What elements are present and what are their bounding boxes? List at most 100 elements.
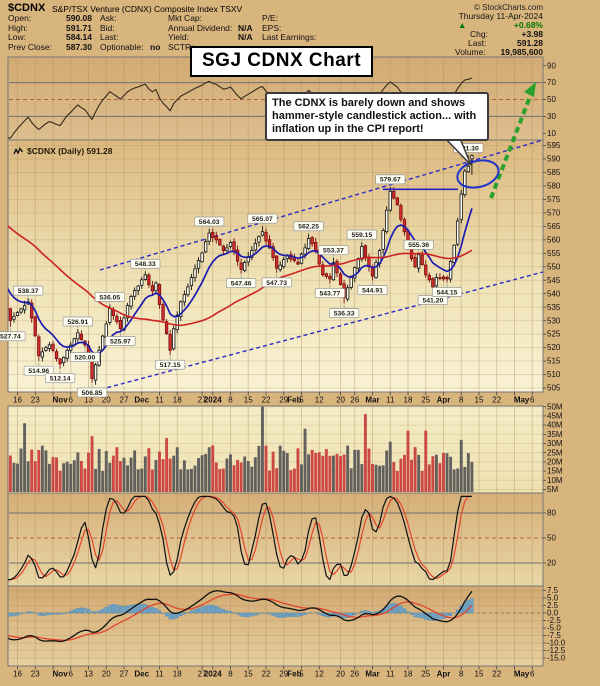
svg-text:5: 5: [299, 669, 304, 678]
svg-text:548.33: 548.33: [135, 261, 156, 268]
optionable-value: no: [150, 42, 160, 52]
svg-text:8: 8: [459, 669, 464, 678]
svg-text:564.03: 564.03: [199, 219, 220, 226]
stockcharts-logo-icon: [13, 147, 24, 156]
svg-text:22: 22: [492, 395, 501, 404]
svg-text:526.91: 526.91: [67, 319, 88, 326]
low-value: 584.14: [40, 32, 92, 42]
svg-text:525: 525: [547, 330, 561, 339]
svg-text:506.85: 506.85: [82, 390, 103, 397]
svg-text:15: 15: [244, 395, 253, 404]
svg-text:580: 580: [547, 182, 561, 191]
svg-text:520: 520: [547, 343, 561, 352]
svg-text:May: May: [514, 395, 530, 404]
volume-value: 19,985,600: [490, 47, 543, 57]
yield-value: N/A: [238, 32, 253, 42]
svg-text:50: 50: [547, 95, 556, 104]
open-label: Open:: [8, 13, 31, 23]
svg-text:20: 20: [547, 559, 556, 568]
chart-title: SGJ CDNX Chart: [202, 50, 361, 71]
yield-label: Yield:: [168, 32, 189, 42]
svg-text:517.15: 517.15: [160, 362, 181, 369]
svg-text:11: 11: [155, 395, 164, 404]
bid-label: Bid:: [100, 23, 115, 33]
svg-text:16: 16: [13, 669, 22, 678]
svg-text:13: 13: [84, 669, 93, 678]
svg-text:547.46: 547.46: [231, 281, 252, 288]
callout-text: The CDNX is barely down and shows hammer…: [272, 97, 476, 135]
svg-text:90: 90: [547, 61, 556, 70]
svg-text:Apr: Apr: [437, 669, 451, 678]
svg-text:2024: 2024: [204, 669, 222, 678]
svg-text:20: 20: [102, 669, 111, 678]
svg-text:2024: 2024: [204, 395, 222, 404]
svg-text:510: 510: [547, 370, 561, 379]
svg-text:525.97: 525.97: [110, 338, 131, 345]
prev-close-label: Prev Close:: [8, 42, 52, 52]
svg-text:30M: 30M: [547, 439, 563, 448]
svg-text:6: 6: [530, 395, 535, 404]
svg-text:585: 585: [547, 168, 561, 177]
svg-text:70: 70: [547, 78, 556, 87]
svg-text:536.33: 536.33: [334, 310, 355, 317]
eps-label: EPS:: [262, 23, 281, 33]
svg-text:26: 26: [350, 395, 359, 404]
svg-text:590: 590: [547, 155, 561, 164]
svg-text:530: 530: [547, 316, 561, 325]
svg-text:Apr: Apr: [437, 395, 451, 404]
svg-text:15: 15: [475, 669, 484, 678]
svg-text:560: 560: [547, 235, 561, 244]
svg-text:536.05: 536.05: [99, 294, 120, 301]
svg-text:8: 8: [228, 669, 233, 678]
svg-text:565: 565: [547, 222, 561, 231]
svg-text:527.74: 527.74: [0, 334, 21, 341]
dividend-label: Annual Dividend:: [168, 23, 232, 33]
svg-text:505: 505: [547, 384, 561, 393]
svg-text:Mar: Mar: [365, 395, 379, 404]
last-label: Last:: [100, 32, 118, 42]
svg-text:27: 27: [120, 669, 129, 678]
svg-text:570: 570: [547, 208, 561, 217]
svg-text:25M: 25M: [547, 448, 563, 457]
svg-text:515: 515: [547, 357, 561, 366]
svg-text:5: 5: [299, 395, 304, 404]
svg-text:80: 80: [547, 509, 556, 518]
svg-text:25: 25: [421, 395, 430, 404]
svg-text:22: 22: [262, 669, 271, 678]
svg-text:538.37: 538.37: [18, 288, 39, 295]
prev-close-value: 587.30: [52, 42, 92, 52]
svg-text:555.36: 555.36: [408, 242, 429, 249]
high-label: High:: [8, 23, 28, 33]
svg-text:555: 555: [547, 249, 561, 258]
svg-text:50: 50: [547, 534, 556, 543]
svg-text:512.14: 512.14: [50, 376, 71, 383]
svg-text:Nov: Nov: [53, 395, 69, 404]
svg-text:550: 550: [547, 262, 561, 271]
callout-box: The CDNX is barely down and shows hammer…: [265, 92, 489, 141]
svg-text:26: 26: [350, 669, 359, 678]
svg-text:520.00: 520.00: [75, 354, 96, 361]
svg-text:544.15: 544.15: [437, 289, 458, 296]
svg-text:35M: 35M: [547, 430, 563, 439]
svg-text:40M: 40M: [547, 421, 563, 430]
svg-text:565.07: 565.07: [252, 216, 273, 223]
svg-text:579.67: 579.67: [380, 177, 401, 184]
svg-text:45M: 45M: [547, 412, 563, 421]
svg-text:15: 15: [475, 395, 484, 404]
svg-text:547.73: 547.73: [266, 280, 287, 287]
open-value: 590.08: [40, 13, 92, 23]
svg-text:12: 12: [315, 395, 324, 404]
svg-text:545: 545: [547, 276, 561, 285]
svg-text:11: 11: [155, 669, 164, 678]
svg-text:May: May: [514, 669, 530, 678]
svg-text:6: 6: [69, 395, 74, 404]
svg-text:543.77: 543.77: [320, 290, 341, 297]
mktcap-label: Mkt Cap:: [168, 13, 202, 23]
svg-text:540: 540: [547, 289, 561, 298]
svg-text:18: 18: [173, 669, 182, 678]
svg-text:23: 23: [31, 395, 40, 404]
svg-text:22: 22: [262, 395, 271, 404]
svg-text:8: 8: [228, 395, 233, 404]
svg-text:30: 30: [547, 112, 556, 121]
price-panel-legend: $CDNX (Daily) 591.28: [13, 146, 113, 156]
